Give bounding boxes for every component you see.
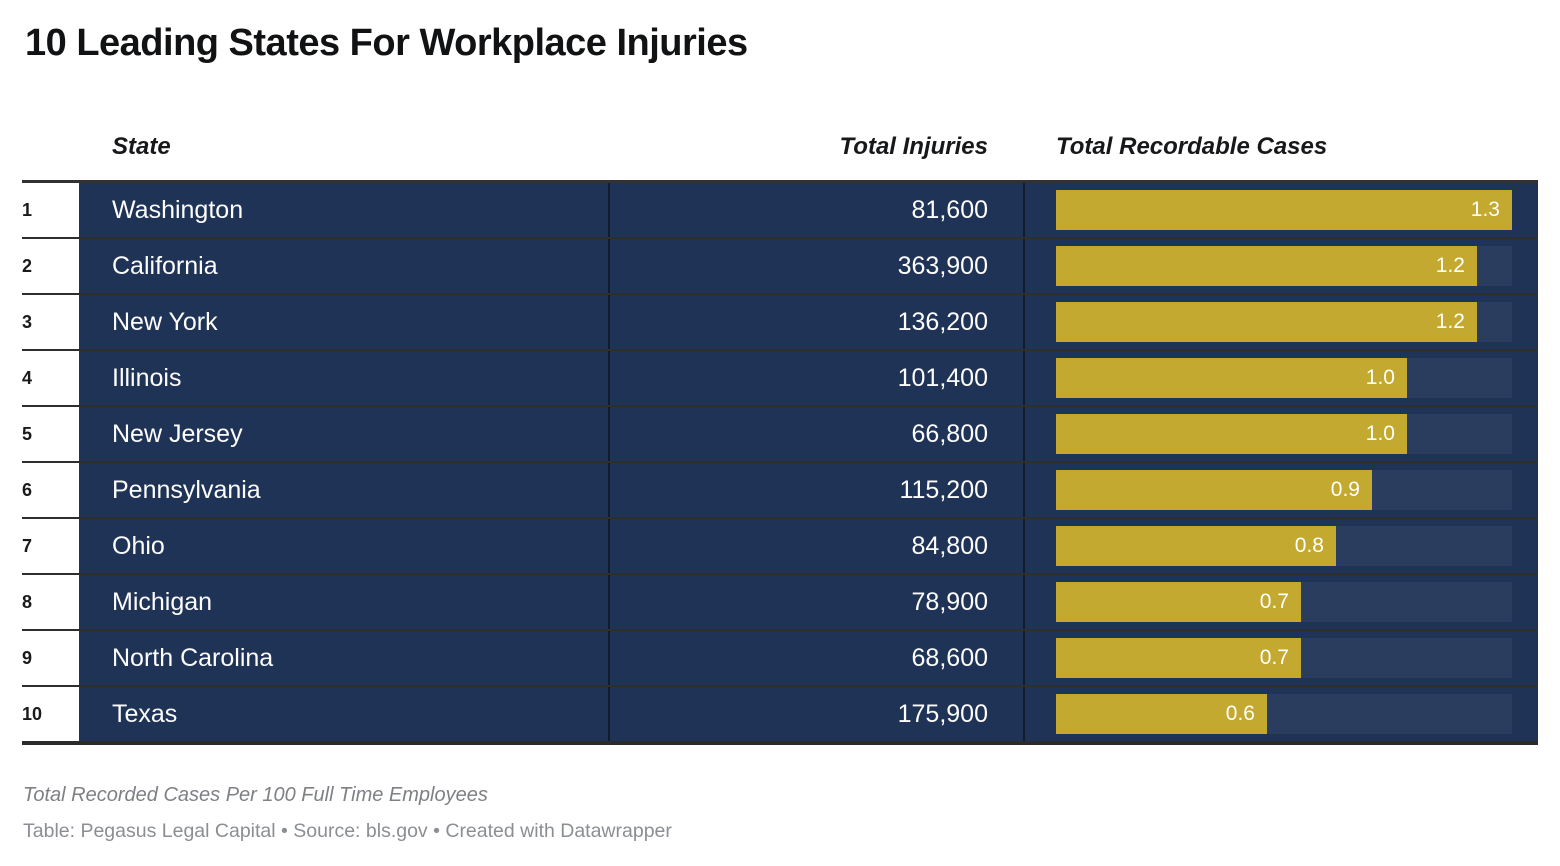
row-state: California: [79, 239, 608, 293]
row-injuries: 363,900: [608, 239, 1023, 293]
recordable-cases-bar: 1.2: [1056, 246, 1477, 286]
recordable-cases-bar: 0.6: [1056, 694, 1267, 734]
bar-track: 0.7: [1056, 638, 1512, 678]
row-rank: 4: [22, 367, 33, 388]
recordable-cases-bar: 0.7: [1056, 638, 1301, 678]
bar-track: 0.6: [1056, 694, 1512, 734]
row-rank: 10: [22, 703, 43, 724]
footer-table-link[interactable]: Pegasus Legal Capital: [80, 820, 276, 842]
row-bar-label: 1.3: [1470, 198, 1500, 221]
row-bar-cell: 0.7: [1023, 631, 1538, 685]
footer-source-prefix: Source:: [293, 820, 366, 842]
footer-separator: •: [275, 820, 294, 842]
row-bar-label: 1.0: [1365, 366, 1395, 389]
row-injuries: 115,200: [608, 463, 1023, 517]
bar-track: 1.0: [1056, 358, 1512, 398]
bar-track: 1.2: [1056, 302, 1512, 342]
row-rank: 2: [22, 255, 33, 276]
recordable-cases-bar: 0.8: [1056, 526, 1336, 566]
row-rank: 5: [22, 423, 33, 444]
bar-track: 0.9: [1056, 470, 1512, 510]
row-rank: 3: [22, 311, 33, 332]
table-row: 4 Illinois 101,400 1.0: [22, 349, 1538, 405]
table-row: 9 North Carolina 68,600 0.7: [22, 629, 1538, 685]
row-bar-label: 1.2: [1435, 254, 1465, 277]
row-injuries: 84,800: [608, 519, 1023, 573]
row-state: Texas: [79, 687, 608, 741]
row-bar-label: 0.6: [1225, 702, 1255, 725]
row-state: North Carolina: [79, 631, 608, 685]
recordable-cases-bar: 1.2: [1056, 302, 1477, 342]
table-row: 8 Michigan 78,900 0.7: [22, 573, 1538, 629]
column-header-total-injuries[interactable]: Total Injuries: [839, 133, 988, 160]
row-bar-label: 0.7: [1259, 646, 1289, 669]
row-state: Pennsylvania: [79, 463, 608, 517]
chart-note: Total Recorded Cases Per 100 Full Time E…: [23, 784, 488, 806]
recordable-cases-bar: 1.0: [1056, 414, 1407, 454]
row-bar-cell: 1.0: [1023, 407, 1538, 461]
table-row: 10 Texas 175,900 0.6: [22, 685, 1538, 741]
table-row: 7 Ohio 84,800 0.8: [22, 517, 1538, 573]
recordable-cases-bar: 0.7: [1056, 582, 1301, 622]
row-injuries: 81,600: [608, 183, 1023, 237]
row-rank: 8: [22, 591, 33, 612]
row-bar-label: 1.0: [1365, 422, 1395, 445]
footer-source-link[interactable]: bls.gov: [365, 820, 428, 842]
bar-track: 1.0: [1056, 414, 1512, 454]
row-bar-cell: 1.2: [1023, 239, 1538, 293]
row-bar-cell: 0.7: [1023, 575, 1538, 629]
page-title: 10 Leading States For Workplace Injuries: [25, 22, 748, 64]
table-row: 1 Washington 81,600 1.3: [22, 183, 1538, 237]
row-bar-label: 1.2: [1435, 310, 1465, 333]
row-state: New Jersey: [79, 407, 608, 461]
bar-track: 1.2: [1056, 246, 1512, 286]
chart-footer: Table: Pegasus Legal Capital • Source: b…: [23, 820, 672, 843]
row-rank: 9: [22, 647, 33, 668]
recordable-cases-bar: 1.0: [1056, 358, 1407, 398]
bar-track: 0.7: [1056, 582, 1512, 622]
row-injuries: 78,900: [608, 575, 1023, 629]
row-state: Washington: [79, 183, 608, 237]
column-header-state[interactable]: State: [112, 133, 171, 160]
row-bar-cell: 1.3: [1023, 183, 1538, 237]
table-body: 1 Washington 81,600 1.3 2 California 363…: [22, 180, 1538, 745]
footer-separator: •: [427, 820, 446, 842]
row-state: Ohio: [79, 519, 608, 573]
row-state: New York: [79, 295, 608, 349]
row-bar-cell: 0.9: [1023, 463, 1538, 517]
row-bar-cell: 1.0: [1023, 351, 1538, 405]
row-injuries: 136,200: [608, 295, 1023, 349]
table-row: 2 California 363,900 1.2: [22, 237, 1538, 293]
row-rank: 1: [22, 199, 33, 220]
row-injuries: 101,400: [608, 351, 1023, 405]
row-injuries: 68,600: [608, 631, 1023, 685]
table-row: 3 New York 136,200 1.2: [22, 293, 1538, 349]
table-row: 5 New Jersey 66,800 1.0: [22, 405, 1538, 461]
row-state: Illinois: [79, 351, 608, 405]
row-rank: 6: [22, 479, 33, 500]
row-bar-cell: 0.8: [1023, 519, 1538, 573]
row-bar-cell: 0.6: [1023, 687, 1538, 741]
recordable-cases-bar: 1.3: [1056, 190, 1512, 230]
row-bar-label: 0.9: [1330, 478, 1360, 501]
footer-datawrapper-credit-link[interactable]: Created with Datawrapper: [445, 820, 672, 842]
bar-track: 0.8: [1056, 526, 1512, 566]
row-injuries: 175,900: [608, 687, 1023, 741]
footer-table-prefix: Table:: [23, 820, 81, 842]
row-rank: 7: [22, 535, 33, 556]
row-bar-label: 0.8: [1294, 534, 1324, 557]
column-header-total-recordable-cases[interactable]: Total Recordable Cases: [1056, 133, 1328, 160]
bar-track: 1.3: [1056, 190, 1512, 230]
row-state: Michigan: [79, 575, 608, 629]
table-row: 6 Pennsylvania 115,200 0.9: [22, 461, 1538, 517]
row-bar-label: 0.7: [1259, 590, 1289, 613]
row-injuries: 66,800: [608, 407, 1023, 461]
recordable-cases-bar: 0.9: [1056, 470, 1372, 510]
row-bar-cell: 1.2: [1023, 295, 1538, 349]
